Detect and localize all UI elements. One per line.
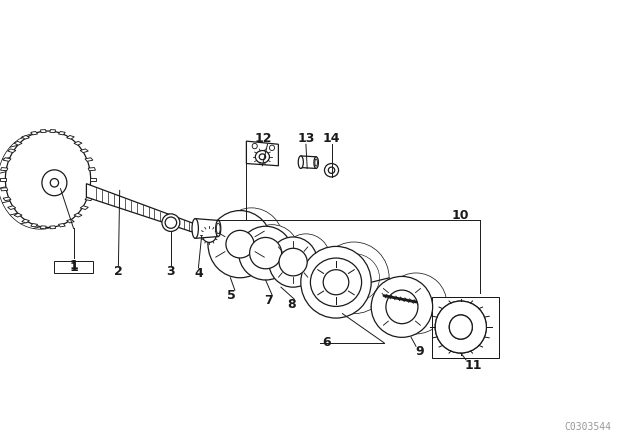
Polygon shape [74,213,82,217]
Ellipse shape [208,211,272,278]
Ellipse shape [328,254,380,302]
Polygon shape [90,178,96,181]
Polygon shape [80,206,88,210]
Polygon shape [85,197,93,201]
Ellipse shape [237,228,266,255]
Polygon shape [3,197,11,201]
Polygon shape [40,226,46,229]
Ellipse shape [435,301,486,353]
Ellipse shape [269,145,275,151]
Text: 2: 2 [114,264,123,278]
Polygon shape [8,206,16,210]
Ellipse shape [5,131,91,228]
Text: C0303544: C0303544 [564,422,611,432]
Ellipse shape [301,246,371,318]
Polygon shape [3,158,11,161]
Ellipse shape [319,242,389,314]
Text: 7: 7 [264,293,273,307]
Text: 5: 5 [227,289,236,302]
Ellipse shape [259,154,266,159]
Polygon shape [86,184,214,239]
Ellipse shape [449,315,472,339]
Text: 1: 1 [69,259,78,272]
Ellipse shape [202,228,216,242]
Ellipse shape [314,157,319,168]
Ellipse shape [192,219,198,238]
Polygon shape [195,219,218,238]
Ellipse shape [220,208,284,275]
Ellipse shape [282,234,330,284]
Ellipse shape [323,270,349,295]
Ellipse shape [328,167,335,173]
FancyBboxPatch shape [54,261,93,273]
Polygon shape [50,226,56,229]
Text: 1: 1 [69,261,78,274]
Ellipse shape [42,170,67,196]
Ellipse shape [315,159,317,166]
Polygon shape [0,178,6,181]
Text: 13: 13 [297,132,315,146]
Text: 10: 10 [452,208,470,222]
Polygon shape [31,132,38,135]
Polygon shape [301,156,316,168]
Ellipse shape [162,214,180,232]
Ellipse shape [310,258,362,306]
Polygon shape [88,188,95,191]
Polygon shape [22,219,29,223]
Ellipse shape [298,156,303,168]
Ellipse shape [250,237,282,269]
Text: 14: 14 [323,132,340,146]
Polygon shape [58,224,65,227]
Text: 9: 9 [415,345,424,358]
Polygon shape [80,149,88,153]
Polygon shape [67,219,74,223]
Ellipse shape [0,133,83,229]
Ellipse shape [386,290,418,323]
Ellipse shape [269,237,317,287]
Text: 8: 8 [287,298,296,311]
Text: 4: 4 [194,267,203,280]
Ellipse shape [252,143,257,149]
Polygon shape [74,142,82,145]
Ellipse shape [239,226,292,280]
Polygon shape [88,168,95,171]
Ellipse shape [165,217,177,228]
Polygon shape [40,129,46,133]
Ellipse shape [216,220,221,237]
Ellipse shape [216,223,220,234]
Ellipse shape [385,273,447,334]
Polygon shape [50,129,56,133]
Ellipse shape [449,315,472,339]
Text: 6: 6 [322,336,331,349]
Polygon shape [14,213,22,217]
Polygon shape [432,297,499,358]
Polygon shape [246,141,278,166]
Polygon shape [22,135,29,139]
Ellipse shape [50,179,58,187]
Ellipse shape [226,230,254,258]
Polygon shape [1,168,8,171]
Ellipse shape [279,248,307,276]
Polygon shape [58,132,65,135]
Text: 3: 3 [166,264,175,278]
Polygon shape [31,224,38,227]
Polygon shape [85,158,93,161]
Polygon shape [67,135,74,139]
Polygon shape [8,149,16,153]
Text: 12: 12 [255,132,273,146]
Text: 11: 11 [465,358,483,372]
Polygon shape [1,188,8,191]
Polygon shape [14,142,22,145]
Ellipse shape [371,276,433,337]
Ellipse shape [324,164,339,177]
Ellipse shape [435,301,486,353]
Ellipse shape [255,151,269,163]
Ellipse shape [245,224,299,278]
